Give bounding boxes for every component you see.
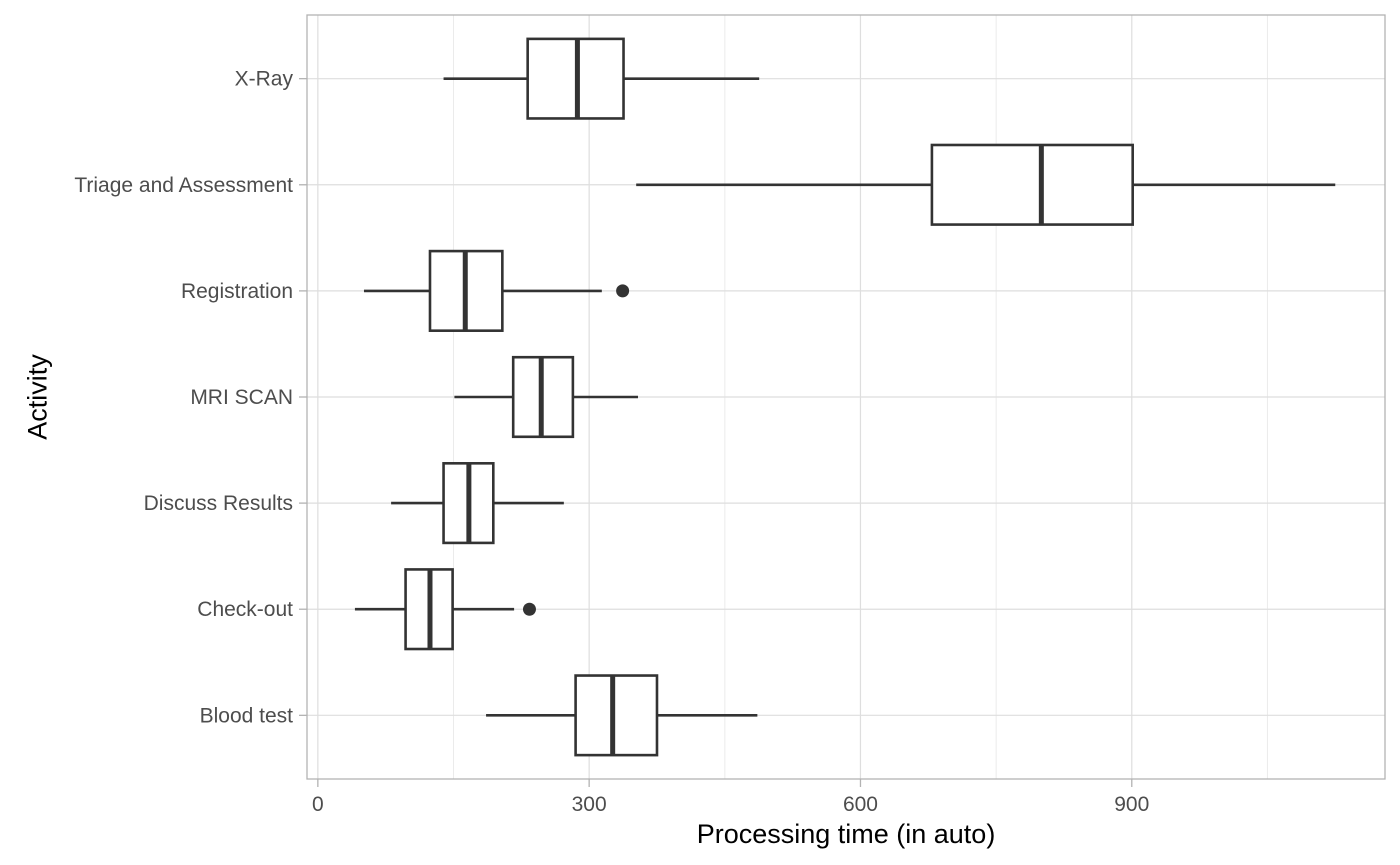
x-tick-label: 0 xyxy=(312,793,324,816)
y-tick-label: Check-out xyxy=(197,598,293,621)
iqr-box xyxy=(930,143,1134,226)
y-tick-label: Registration xyxy=(181,280,293,303)
box-blood-test xyxy=(486,674,758,757)
x-tick-label: 300 xyxy=(572,793,607,816)
y-tick-label: Discuss Results xyxy=(144,492,293,515)
box-x-ray xyxy=(443,37,760,120)
y-tick-label: Blood test xyxy=(200,704,294,727)
iqr-box xyxy=(574,674,659,757)
y-tick-label: MRI SCAN xyxy=(190,386,293,409)
outlier-point xyxy=(522,602,536,616)
x-tick-label: 900 xyxy=(1114,793,1149,816)
box-check-out xyxy=(354,568,536,651)
x-tick-label: 600 xyxy=(843,793,878,816)
axes: 0 300 600 900 Blood test Check-out Discuss Res… xyxy=(74,68,1149,816)
y-axis-title: Activity xyxy=(22,354,52,440)
box-discuss-results xyxy=(391,462,564,545)
box-registration xyxy=(363,249,630,332)
y-tick-label: X-Ray xyxy=(235,68,294,91)
box-mri-scan xyxy=(454,355,638,439)
outlier-point xyxy=(616,284,630,298)
boxes xyxy=(354,37,1336,757)
y-tick-label: Triage and Assessment xyxy=(74,174,293,197)
x-axis-title: Processing time (in auto) xyxy=(697,819,996,849)
box-triage-and-assessment xyxy=(636,143,1336,226)
